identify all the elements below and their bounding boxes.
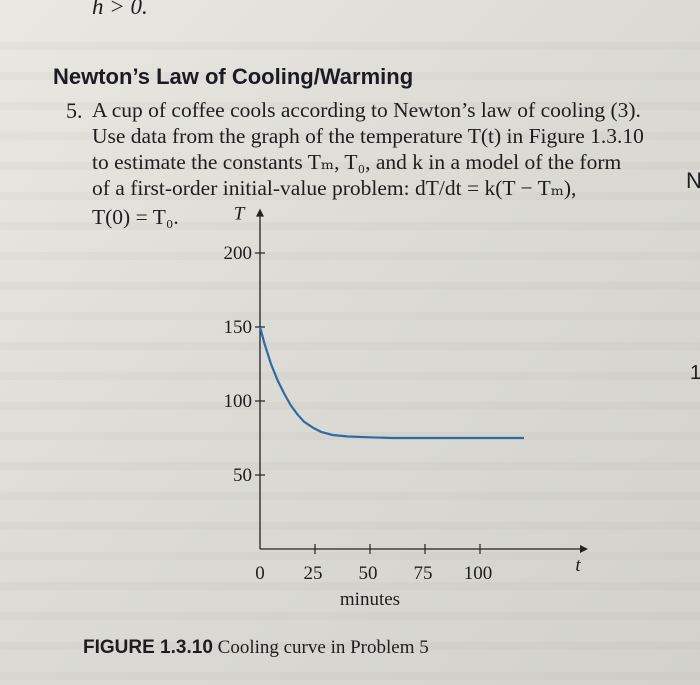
y-axis-symbol: T — [234, 204, 246, 225]
figure-caption: FIGURE 1.3.10 Cooling curve in Problem 5 — [83, 637, 429, 659]
problem-text-line-2: Use data from the graph of the temperatu… — [92, 124, 644, 148]
facing-page-fragment-top: N — [686, 168, 700, 193]
cooling-curve-line — [258, 326, 524, 440]
chart-ticks: 50 100 150 200 0 25 50 75 100 — [224, 243, 493, 584]
y-tick-label: 50 — [233, 465, 252, 486]
figure-caption-text: Cooling curve in Problem 5 — [217, 637, 429, 658]
section-heading: Newton’s Law of Cooling/Warming — [53, 64, 414, 89]
figure-caption-label: FIGURE 1.3.10 — [83, 637, 213, 658]
x-axis-title: minutes — [340, 589, 400, 610]
x-tick-label: 100 — [464, 563, 493, 584]
y-tick-label: 200 — [224, 243, 253, 264]
facing-page-fragment-mid: 1 — [690, 362, 700, 384]
y-axis-arrow — [256, 208, 264, 217]
problem-text-line-5: T(0) = T₀. — [92, 205, 179, 229]
problem-text-line-1: A cup of coffee cools according to Newto… — [92, 98, 641, 122]
problem-number: 5. — [66, 98, 83, 123]
problem-text-line-4: of a first-order initial-value problem: … — [92, 176, 577, 200]
chart-labels: Tt minutes — [234, 204, 582, 610]
y-tick-label: 100 — [224, 391, 253, 412]
x-tick-label: 25 — [304, 563, 323, 584]
x-axis-arrow — [580, 545, 588, 553]
y-tick-label: 150 — [224, 317, 253, 338]
previous-problem-fragment: h > 0. — [92, 0, 148, 19]
problem-text-line-3: to estimate the constants Tₘ, T₀, and k … — [92, 150, 622, 174]
x-axis-symbol: t — [575, 555, 581, 576]
x-tick-label: 0 — [255, 563, 265, 584]
chart-series — [258, 326, 524, 440]
x-tick-label: 50 — [359, 563, 378, 584]
chart-axes — [256, 208, 588, 553]
x-tick-label: 75 — [414, 563, 433, 584]
